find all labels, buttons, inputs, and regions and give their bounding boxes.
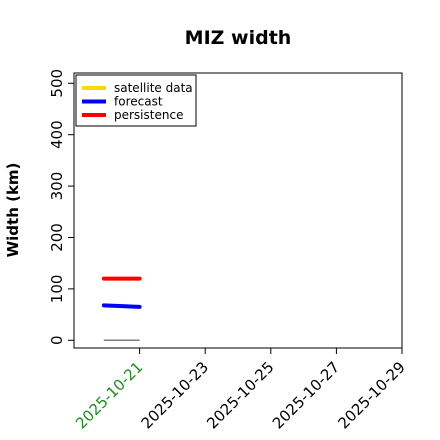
series-layer bbox=[101, 276, 142, 342]
chart-title: MIZ width bbox=[185, 27, 292, 49]
legend-label-forecast: forecast bbox=[114, 95, 163, 109]
y-tick-label: 100 bbox=[48, 275, 66, 304]
x-tick-label: 2025-10-23 bbox=[138, 358, 212, 432]
plot-area-frame bbox=[73, 72, 403, 349]
x-axis: 2025-10-212025-10-232025-10-252025-10-27… bbox=[72, 348, 409, 432]
y-tick-label: 300 bbox=[48, 172, 66, 201]
y-tick-label: 0 bbox=[48, 336, 66, 346]
y-axis-label: Width (km) bbox=[4, 163, 22, 258]
x-tick-label: 2025-10-29 bbox=[334, 358, 408, 432]
y-tick-label: 400 bbox=[48, 120, 66, 149]
x-tick-label: 2025-10-25 bbox=[203, 358, 277, 432]
x-tick-label: 2025-10-27 bbox=[269, 358, 343, 432]
y-axis: 0 100 200 300 400 500 bbox=[48, 69, 74, 345]
x-tick-label: 2025-10-21 bbox=[72, 358, 146, 432]
series-line-forecast bbox=[101, 303, 142, 309]
legend-label-satellite-data: satellite data bbox=[114, 81, 193, 95]
y-tick-label: 200 bbox=[48, 223, 66, 252]
y-tick-label: 500 bbox=[48, 69, 66, 98]
legend-label-persistence: persistence bbox=[114, 108, 183, 122]
